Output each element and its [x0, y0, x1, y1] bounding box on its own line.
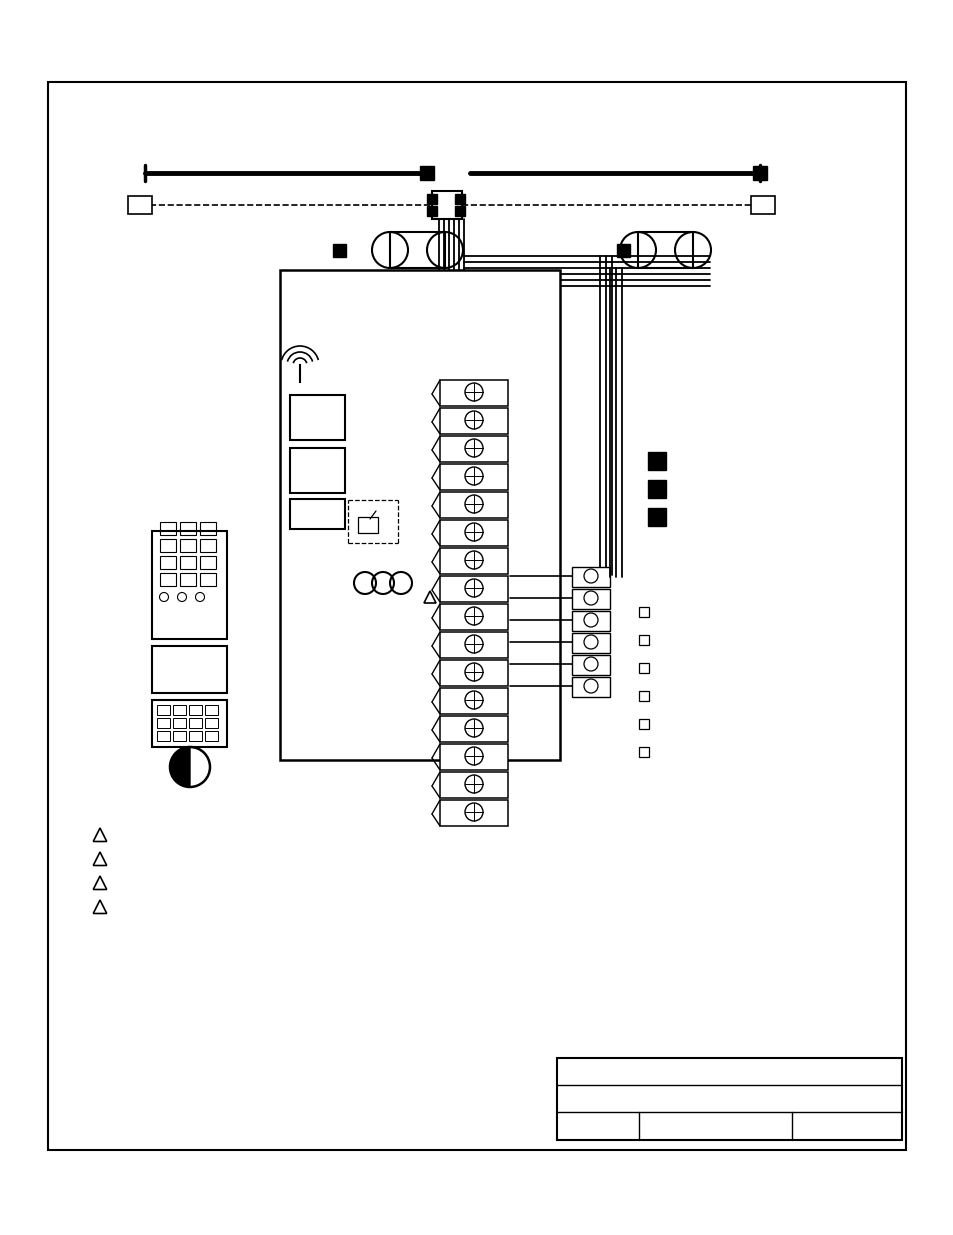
Bar	[439, 436, 507, 462]
Bar	[280, 270, 559, 760]
Bar	[160, 522, 175, 535]
Bar	[172, 718, 186, 727]
Bar	[200, 556, 215, 569]
Bar	[439, 632, 507, 658]
Bar	[180, 522, 195, 535]
Bar	[752, 165, 766, 180]
Bar	[617, 245, 629, 257]
Bar	[128, 196, 152, 214]
Bar	[439, 688, 507, 714]
Bar	[647, 480, 665, 498]
Bar	[639, 692, 648, 701]
Bar	[419, 165, 434, 180]
Bar	[455, 206, 464, 216]
Bar	[172, 705, 186, 715]
Bar	[638, 232, 692, 268]
Bar	[572, 677, 609, 697]
Bar	[439, 520, 507, 546]
Bar	[455, 194, 464, 204]
Bar	[439, 604, 507, 630]
Bar	[157, 718, 170, 727]
Polygon shape	[170, 747, 190, 787]
Bar	[639, 747, 648, 757]
Bar	[290, 448, 345, 493]
Bar	[157, 731, 170, 741]
Bar	[152, 646, 227, 693]
Bar	[639, 606, 648, 618]
Bar	[439, 743, 507, 769]
Bar	[189, 705, 202, 715]
Bar	[439, 659, 507, 685]
Bar	[572, 589, 609, 609]
Bar	[439, 492, 507, 517]
Bar	[189, 731, 202, 741]
Bar	[200, 573, 215, 585]
Bar	[200, 522, 215, 535]
Bar	[152, 531, 227, 638]
Bar	[180, 573, 195, 585]
Bar	[427, 194, 436, 204]
Bar	[152, 700, 227, 747]
Bar	[572, 611, 609, 631]
Bar	[200, 538, 215, 552]
Bar	[357, 517, 377, 534]
Bar	[48, 82, 905, 1150]
Bar	[180, 556, 195, 569]
Bar	[290, 395, 345, 440]
Bar	[160, 573, 175, 585]
Bar	[439, 716, 507, 742]
Bar	[205, 731, 218, 741]
Bar	[639, 663, 648, 673]
Bar	[439, 548, 507, 574]
Bar	[333, 245, 346, 257]
Bar	[439, 800, 507, 826]
Bar	[647, 452, 665, 471]
Bar	[572, 567, 609, 587]
Bar	[180, 538, 195, 552]
Bar	[639, 635, 648, 645]
Bar	[390, 232, 444, 268]
Bar	[639, 719, 648, 729]
Bar	[572, 634, 609, 653]
Bar	[572, 655, 609, 676]
Bar	[439, 576, 507, 601]
Bar	[439, 408, 507, 433]
Bar	[750, 196, 774, 214]
Bar	[189, 718, 202, 727]
Bar	[432, 191, 461, 219]
Bar	[439, 380, 507, 406]
Bar	[160, 538, 175, 552]
Bar	[290, 499, 345, 529]
Bar	[557, 1058, 901, 1140]
Bar	[647, 508, 665, 526]
Bar	[172, 731, 186, 741]
Bar	[205, 705, 218, 715]
Bar	[160, 556, 175, 569]
Bar	[439, 772, 507, 798]
Bar	[157, 705, 170, 715]
Bar	[439, 464, 507, 490]
Bar	[205, 718, 218, 727]
Bar	[427, 206, 436, 216]
